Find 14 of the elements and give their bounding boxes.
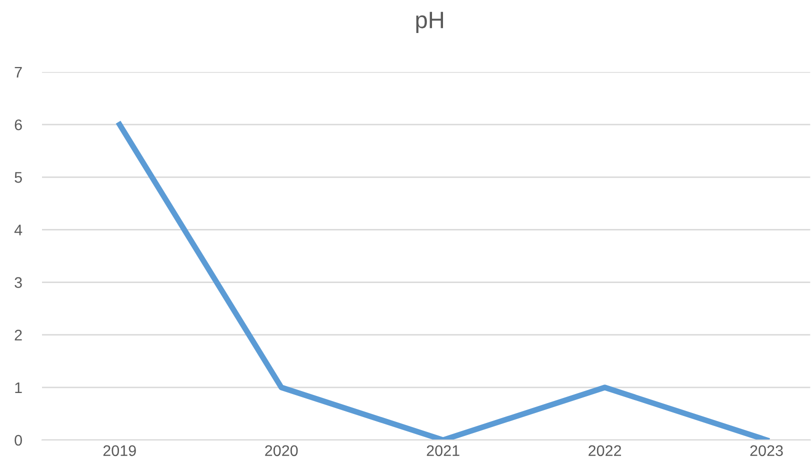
x-tick-label: 2020 — [265, 445, 298, 456]
y-tick-label: 3 — [14, 277, 22, 288]
y-tick-label: 0 — [14, 434, 22, 446]
x-tick-label: 2021 — [426, 445, 460, 456]
y-tick-label: 6 — [14, 119, 22, 130]
y-tick-label: 2 — [14, 330, 22, 340]
y-tick-label: 5 — [14, 172, 22, 183]
x-tick-label: 2019 — [103, 445, 136, 456]
y-tick-label: 1 — [15, 382, 22, 393]
y-tick-label: 4 — [14, 224, 22, 236]
chart-title: pH — [416, 12, 443, 34]
y-tick-label: 7 — [14, 67, 22, 78]
x-tick-label: 2023 — [750, 445, 783, 456]
x-tick-label: 2022 — [588, 445, 622, 456]
